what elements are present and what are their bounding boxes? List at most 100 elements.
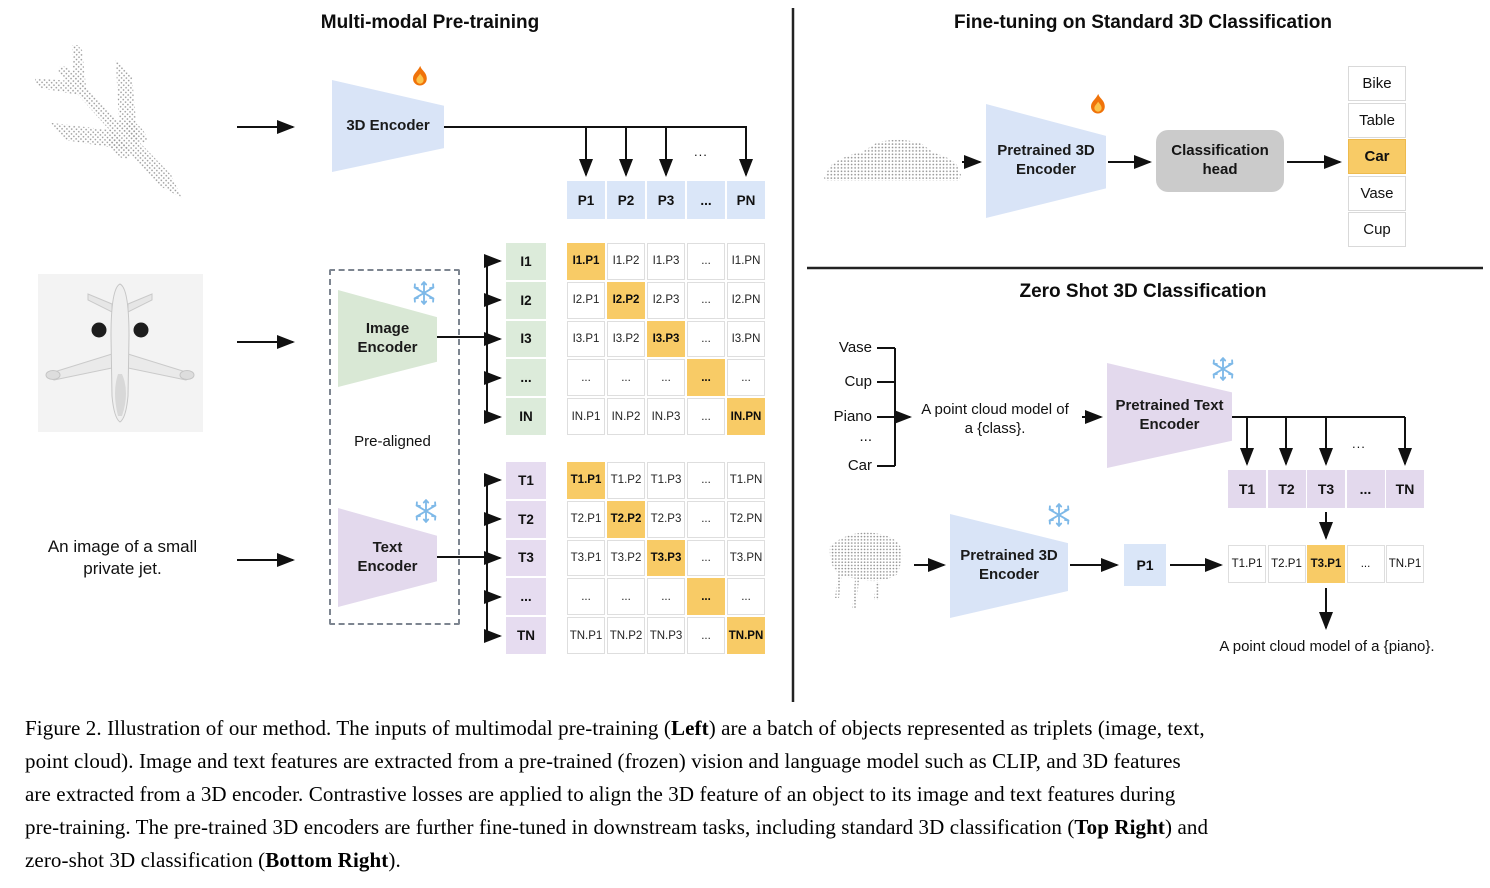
cell: T3.P1	[567, 539, 605, 577]
cell: Bike	[1348, 66, 1406, 101]
zs-class-car: Car	[847, 457, 872, 474]
cell: IN.P1	[567, 398, 605, 435]
point-cloud-car	[824, 139, 961, 181]
finetune-title: Fine-tuning on Standard 3D Classificatio…	[954, 12, 1332, 33]
cell: ...	[687, 539, 725, 577]
zs-similarity-row: T1.P1 T2.P1 T3.P1... TN.P1	[1228, 545, 1424, 583]
prealigned-box	[329, 269, 460, 625]
cell: ...	[727, 578, 765, 616]
cell: ...	[607, 359, 645, 397]
cell: P3	[647, 181, 685, 219]
cell: P1	[567, 181, 605, 219]
image-point-similarity-matrix: I1.P1 I1.P2 I1.P3... I1.PN I2.P1 I2.P2 I2.P3..…	[567, 243, 765, 435]
cell: I3.P2	[607, 320, 645, 358]
cell: ...	[687, 398, 725, 435]
cell: ...	[687, 320, 725, 358]
cell: TN.P1	[1386, 545, 1424, 583]
cell: TN	[506, 617, 546, 654]
image-text-prompt-line2: private jet.	[83, 559, 162, 578]
cell: T2	[1267, 470, 1306, 508]
cell: T2.P1	[567, 500, 605, 538]
p1-feature-cell: P1	[1124, 544, 1166, 586]
fire-icon	[1091, 93, 1105, 114]
cell: ...	[727, 359, 765, 397]
zs-drops-ellipsis: ...	[1352, 436, 1366, 451]
cell: ...	[567, 359, 605, 397]
figure-caption: Figure 2. Illustration of our method. Th…	[25, 712, 1475, 877]
cell: T3	[506, 539, 546, 577]
cell: T1.P1	[1228, 545, 1266, 583]
pretrained-3d-encoder-zeroshot-label: Pretrained 3D Encoder	[960, 547, 1058, 583]
cell: I2.PN	[727, 281, 765, 319]
cell: Cup	[1348, 212, 1406, 247]
classification-head: Classification head	[1156, 130, 1284, 192]
zs-class-cup: Cup	[844, 373, 872, 390]
cell: IN	[506, 398, 546, 435]
cell: T3.PN	[727, 539, 765, 577]
caption-line: pre-training. The pre-trained 3D encoder…	[25, 815, 1209, 839]
cell: P2	[607, 181, 645, 219]
cell: T1	[506, 462, 546, 499]
cell: I1	[506, 243, 546, 280]
cell: ...	[687, 359, 725, 397]
prompt-template-line1: A point cloud model of	[921, 401, 1069, 418]
cell: ...	[607, 578, 645, 616]
cell: IN.PN	[727, 398, 765, 435]
cell: T3	[1307, 470, 1345, 508]
cell: ...	[687, 243, 725, 280]
cell: TN.P3	[647, 617, 685, 654]
cell: ...	[687, 462, 725, 499]
cell: T2	[506, 500, 546, 538]
fire-icon	[413, 65, 427, 86]
cell: ...	[687, 281, 725, 319]
zeroshot-title: Zero Shot 3D Classification	[1019, 281, 1267, 302]
cell: ...	[687, 617, 725, 654]
zs-result-caption: A point cloud model of a {piano}.	[1219, 638, 1435, 655]
cell: I3.P1	[567, 320, 605, 358]
pretrained-text-encoder-label: Pretrained Text Encoder	[1115, 396, 1224, 433]
cell: TN.P1	[567, 617, 605, 654]
cell: T2.P1	[1267, 545, 1306, 583]
point-cloud-piano	[829, 532, 903, 608]
cell: TN.P2	[607, 617, 645, 654]
cell: I1.P1	[567, 243, 605, 280]
cell: I1.PN	[727, 243, 765, 280]
text-encoder-label: Text Encoder	[357, 538, 418, 575]
zs-class-piano: Piano	[833, 408, 872, 425]
prompt-template: A point cloud model of a {class}.	[905, 400, 1085, 438]
cell: I3.P3	[647, 320, 685, 358]
cell: T3.P3	[647, 539, 685, 577]
airplane-photo-art	[45, 283, 195, 423]
cell: T1.P1	[567, 462, 605, 499]
cell: T2.P3	[647, 500, 685, 538]
cell: ...	[506, 578, 546, 616]
cell: T2.P2	[607, 500, 645, 538]
cell: T1	[1228, 470, 1266, 508]
cell: Vase	[1348, 175, 1406, 211]
image-text-prompt: An image of a small private jet.	[25, 536, 220, 580]
caption-line: point cloud). Image and text features ar…	[25, 749, 1181, 773]
cell: T3.P1	[1307, 545, 1345, 583]
caption-line: zero-shot 3D classification (Bottom Righ…	[25, 848, 401, 872]
cell: IN.P3	[647, 398, 685, 435]
cell: TN.PN	[727, 617, 765, 654]
image-feature-column: I1 I2 I3... IN	[506, 243, 546, 435]
cell: ...	[647, 359, 685, 397]
zs-text-feature-row: T1 T2 T3... TN	[1228, 470, 1424, 508]
zs-class-vase: Vase	[838, 339, 872, 356]
cell: I1.P2	[607, 243, 645, 280]
airplane-photo	[38, 274, 203, 432]
cell: I2.P3	[647, 281, 685, 319]
caption-line: Figure 2. Illustration of our method. Th…	[25, 716, 1205, 740]
cell: I1.P3	[647, 243, 685, 280]
cell: ...	[687, 500, 725, 538]
caption-line: are extracted from a 3D encoder. Contras…	[25, 782, 1176, 806]
cell: T2.PN	[727, 500, 765, 538]
pretrained-3d-encoder-finetune-label: Pretrained 3D Encoder	[997, 142, 1095, 178]
drops-ellipsis: ...	[694, 144, 708, 159]
prealigned-label: Pre-aligned	[354, 433, 431, 450]
prompt-template-line2: a {class}.	[964, 420, 1026, 437]
snowflake-icon	[1212, 357, 1234, 381]
cell: ...	[506, 359, 546, 397]
